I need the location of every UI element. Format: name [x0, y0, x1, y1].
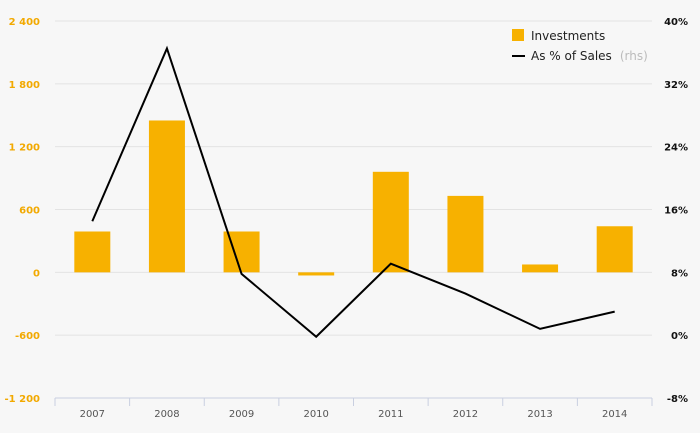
y-left-tick-label: -1 200: [5, 394, 41, 405]
y-right-tick-label: 40%: [664, 17, 688, 28]
x-tick-label: 2008: [154, 409, 179, 420]
y-right-tick-label: 8%: [671, 268, 688, 279]
y-left-tick-label: 600: [19, 206, 40, 217]
legend: Investments As % of Sales (rhs): [512, 29, 648, 64]
series-line: [91, 45, 615, 339]
bar: [74, 231, 111, 273]
x-tick-label: 2007: [80, 409, 105, 420]
x-tick-label: 2012: [453, 409, 478, 420]
legend-swatch-investments: [512, 29, 524, 41]
y-left-tick-label: 1 200: [9, 143, 40, 154]
x-tick-labels: 2007 2008 2009 2010 2011 2012 2013 2014: [80, 409, 628, 420]
y-left-tick-label: -600: [15, 331, 40, 342]
y-right-tick-label: 0%: [671, 331, 688, 342]
bar: [298, 272, 335, 276]
x-tick-label: 2014: [602, 409, 627, 420]
x-tick-label: 2010: [303, 409, 328, 420]
x-tick-label: 2009: [229, 409, 254, 420]
legend-label-investments: Investments: [531, 29, 605, 43]
sales-percent-line: [91, 45, 615, 339]
y-right-tick-labels: -8% 0% 8% 16% 24% 32% 40%: [664, 17, 688, 405]
y-right-tick-label: 32%: [664, 80, 688, 91]
y-right-tick-label: -8%: [667, 394, 688, 405]
y-left-tick-label: 0: [33, 268, 40, 279]
y-right-tick-label: 16%: [664, 206, 688, 217]
legend-label-sales-percent-group: As % of Sales (rhs): [531, 47, 648, 64]
x-axis: 2007 2008 2009 2010 2011 2012 2013 2014: [54, 397, 653, 420]
gridlines: [55, 20, 652, 336]
y-left-tick-labels: -1 200 -600 0 600 1 200 1 800 2 400: [5, 17, 41, 405]
bar: [148, 120, 185, 273]
x-tick-marks: [54, 398, 653, 406]
y-right-tick-label: 24%: [664, 143, 688, 154]
y-left-tick-label: 1 800: [9, 80, 40, 91]
bar: [372, 171, 409, 273]
bar: [522, 264, 559, 273]
legend-label-rhs: (rhs): [620, 49, 648, 63]
investment-bars: [74, 120, 633, 276]
bar: [596, 226, 633, 273]
bar: [447, 195, 484, 273]
y-left-tick-label: 2 400: [9, 17, 40, 28]
x-tick-label: 2011: [378, 409, 403, 420]
legend-label-sales-percent: As % of Sales: [531, 49, 612, 63]
x-tick-label: 2013: [527, 409, 552, 420]
